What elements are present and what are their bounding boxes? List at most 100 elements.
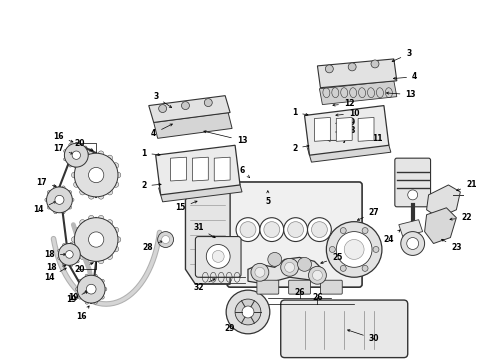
Circle shape [76,246,79,249]
Text: 18: 18 [46,263,66,272]
Text: 5: 5 [265,191,270,206]
Text: 9: 9 [336,118,355,127]
Text: 6: 6 [240,166,249,177]
Circle shape [373,247,379,252]
Polygon shape [315,117,330,141]
Circle shape [94,301,98,304]
Polygon shape [171,157,187,181]
Circle shape [242,306,254,318]
Polygon shape [427,185,460,218]
Text: 19: 19 [68,291,88,302]
Circle shape [362,228,368,234]
Polygon shape [336,117,352,141]
Circle shape [69,164,72,167]
Circle shape [268,252,282,266]
Circle shape [80,189,85,195]
Circle shape [236,218,260,242]
Text: 14: 14 [33,201,56,214]
Circle shape [63,262,65,265]
Polygon shape [318,59,397,88]
Text: 14: 14 [44,268,66,282]
Circle shape [206,244,230,268]
Circle shape [72,172,77,178]
Circle shape [107,155,113,161]
Circle shape [255,267,265,277]
FancyBboxPatch shape [320,280,342,294]
Circle shape [79,253,82,256]
Circle shape [348,63,356,71]
Text: 25: 25 [321,253,343,264]
Circle shape [340,228,346,234]
Circle shape [80,220,85,225]
Circle shape [66,251,73,258]
Circle shape [89,258,94,264]
Circle shape [281,258,298,276]
Circle shape [85,274,89,278]
Circle shape [401,231,425,255]
Circle shape [71,198,74,202]
Text: 4: 4 [151,124,172,138]
Circle shape [212,251,224,262]
Circle shape [371,60,379,68]
Circle shape [240,222,256,238]
Circle shape [113,182,119,187]
Text: 32: 32 [193,279,215,292]
Text: 17: 17 [36,179,56,188]
Circle shape [64,158,67,161]
Circle shape [226,290,270,334]
Text: 17: 17 [53,144,73,154]
Text: 1: 1 [292,108,308,117]
Circle shape [115,237,121,242]
Circle shape [58,249,61,252]
Circle shape [288,222,303,238]
Circle shape [103,287,107,291]
Circle shape [47,187,73,213]
Polygon shape [193,157,208,181]
Circle shape [309,266,326,284]
Text: 3: 3 [392,49,411,62]
Text: 3: 3 [153,92,172,108]
Circle shape [48,190,50,194]
Circle shape [76,260,79,263]
Text: 16: 16 [53,132,73,142]
Circle shape [340,265,346,271]
Circle shape [54,186,57,189]
FancyBboxPatch shape [227,182,362,287]
Circle shape [69,143,72,147]
Circle shape [74,163,79,168]
Circle shape [407,238,418,249]
Circle shape [264,222,280,238]
Text: 20: 20 [74,263,93,274]
Circle shape [285,262,294,272]
Circle shape [45,198,48,202]
Circle shape [68,206,72,209]
Text: 13: 13 [204,131,247,145]
Text: 26: 26 [312,293,323,302]
Circle shape [297,257,312,271]
Text: 10: 10 [336,109,359,118]
Circle shape [74,218,118,261]
Circle shape [68,190,72,194]
Circle shape [77,142,80,145]
Circle shape [113,163,119,168]
Circle shape [78,279,82,283]
Circle shape [113,227,119,233]
Text: 15: 15 [175,201,197,212]
Circle shape [344,239,364,260]
Polygon shape [154,113,232,138]
Text: 31: 31 [193,223,215,238]
Circle shape [113,246,119,252]
Circle shape [86,284,96,294]
Polygon shape [156,145,240,195]
Circle shape [107,189,113,195]
Polygon shape [248,257,324,283]
Polygon shape [308,138,391,162]
Text: 11: 11 [361,134,382,143]
Circle shape [74,246,79,252]
Circle shape [100,279,104,283]
Circle shape [64,143,88,167]
Text: 27: 27 [357,208,379,220]
Circle shape [62,186,65,189]
Circle shape [64,149,67,153]
Circle shape [84,161,87,165]
